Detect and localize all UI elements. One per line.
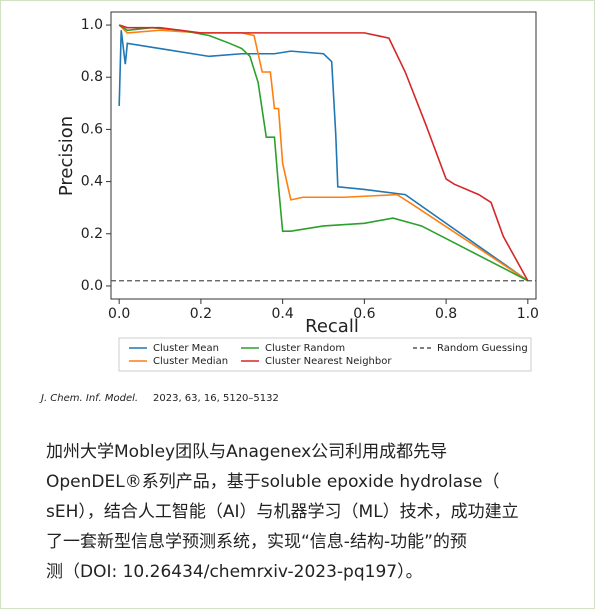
paragraph-line: 加州大学Mobley团队与Anagenex公司利用成都先导 — [46, 442, 448, 462]
y-tick-label: 1.0 — [81, 17, 103, 33]
line — [118, 24, 529, 282]
plot-frame — [110, 11, 537, 300]
y-tick-label: 0.2 — [81, 226, 103, 242]
y-tick-label: 0.8 — [81, 69, 103, 85]
x-tick-label: 0.4 — [272, 306, 294, 322]
y-tick-label: 0.0 — [81, 278, 103, 294]
line — [118, 24, 529, 282]
y-axis-label: Precision — [56, 116, 77, 196]
x-tick-label: 0.0 — [108, 306, 130, 322]
line — [118, 30, 529, 282]
paragraph-line: 测（DOI: 10.26434/chemrxiv-2023-pq197）。 — [46, 562, 423, 582]
citation-details: 2023, 63, 16, 5120–5132 — [153, 393, 279, 404]
x-axis-label: Recall — [305, 316, 359, 337]
x-tick-label: 0.2 — [190, 306, 212, 322]
paragraph: 加州大学Mobley团队与Anagenex公司利用成都先导 OpenDEL®系列产… — [46, 437, 519, 587]
legend-label: Random Guessing — [437, 343, 528, 354]
x-tick-label: 0.8 — [435, 306, 457, 322]
y-tick-label: 0.4 — [81, 174, 103, 190]
legend-label: Cluster Nearest Neighbor — [265, 356, 392, 367]
legend-label: Cluster Random — [265, 343, 345, 354]
chart: Recall Precision J. Chem. Inf. Model. 20… — [39, 11, 539, 404]
paragraph-line: OpenDEL®系列产品，基于soluble epoxide hydrolase… — [46, 472, 500, 492]
paragraph-line: sEH），结合人工智能（AI）与机器学习（ML）技术，成功建立 — [46, 502, 519, 522]
x-tick-label: 0.6 — [353, 306, 375, 322]
citation-journal: J. Chem. Inf. Model. — [39, 393, 138, 404]
line — [118, 24, 529, 282]
legend-label: Cluster Mean — [153, 343, 219, 354]
legend-label: Cluster Median — [153, 356, 228, 367]
x-tick-label: 1.0 — [517, 306, 539, 322]
paragraph-line: 了一套新型信息学预测系统，实现“信息-结构-功能”的预 — [46, 532, 467, 552]
legend-box — [118, 337, 532, 372]
y-tick-label: 0.6 — [81, 121, 103, 137]
